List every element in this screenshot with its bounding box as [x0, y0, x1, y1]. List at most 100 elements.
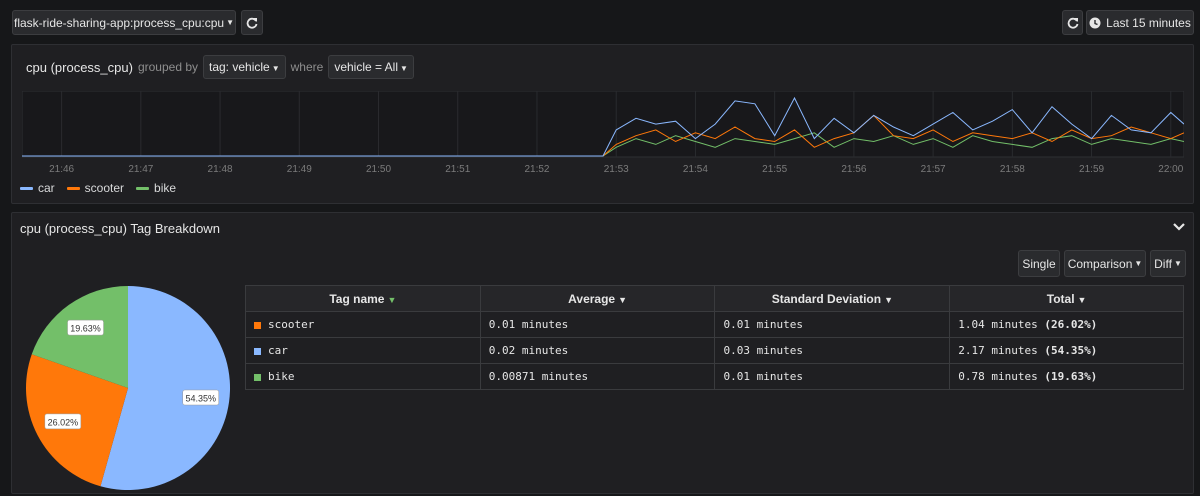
time-range-button[interactable]: Last 15 minutes: [1086, 10, 1194, 35]
tag-name: bike: [268, 370, 295, 383]
comparison-mode-button[interactable]: Comparison ▼: [1064, 250, 1146, 277]
query-row: cpu (process_cpu) grouped by tag: vehicl…: [26, 54, 414, 80]
x-tick-label: 21:48: [208, 164, 233, 175]
svg-text:26.02%: 26.02%: [48, 417, 79, 427]
tag-cell: scooter: [245, 311, 481, 338]
legend-label: car: [38, 181, 55, 195]
stddev-cell: 0.03 minutes: [714, 337, 951, 364]
total-cell: 2.17 minutes (54.35%): [949, 337, 1184, 364]
column-tag-name[interactable]: Tag name ▼: [245, 285, 481, 312]
filter-dropdown[interactable]: vehicle = All ▼: [328, 55, 414, 79]
column-total-label: Total: [1046, 291, 1075, 306]
group-tag-dropdown[interactable]: tag: vehicle ▼: [203, 55, 286, 79]
time-range-label: Last 15 minutes: [1106, 15, 1191, 30]
x-tick-label: 21:51: [445, 164, 470, 175]
chevron-down-icon[interactable]: [1173, 219, 1185, 235]
x-tick-label: 21:53: [604, 164, 629, 175]
total-value: 2.17 minutes: [958, 344, 1038, 357]
tag-cell: bike: [245, 363, 481, 390]
where-label: where: [290, 60, 324, 74]
stddev-cell: 0.01 minutes: [714, 311, 951, 338]
caret-down-icon: ▼: [1173, 259, 1182, 268]
column-average-label: Average: [568, 291, 616, 306]
group-tag-value: tag: vehicle: [209, 60, 270, 74]
x-tick-label: 21:54: [683, 164, 708, 175]
legend-item-scooter[interactable]: scooter: [66, 181, 125, 195]
x-tick-label: 21:50: [366, 164, 391, 175]
tag-name: scooter: [268, 318, 315, 331]
column-stddev-label: Standard Deviation: [771, 291, 882, 306]
legend-item-bike[interactable]: bike: [136, 181, 176, 195]
filter-value: vehicle = All: [334, 60, 399, 74]
x-tick-label: 21:46: [49, 164, 74, 175]
refresh-icon: [246, 17, 258, 29]
table-row[interactable]: car 0.02 minutes 0.03 minutes 2.17 minut…: [245, 337, 1184, 364]
bike-color-icon: [254, 373, 261, 381]
tag-breakdown-panel: cpu (process_cpu) Tag Breakdown Single C…: [11, 212, 1194, 494]
legend-label: bike: [154, 181, 177, 195]
x-tick-label: 21:56: [841, 164, 866, 175]
pie-data-label: 26.02%: [44, 413, 82, 430]
series-line-car: [22, 96, 1184, 157]
svg-text:19.63%: 19.63%: [70, 324, 101, 334]
total-value: 1.04 minutes: [958, 318, 1038, 331]
single-mode-button[interactable]: Single: [1018, 250, 1060, 277]
total-percent: (19.63%): [1044, 370, 1098, 383]
legend-swatch: [136, 186, 150, 190]
sort-down-icon: ▼: [387, 294, 397, 305]
tag-name: car: [268, 344, 288, 357]
legend-swatch: [66, 186, 80, 190]
column-stddev[interactable]: Standard Deviation ▼: [714, 285, 951, 312]
stddev-cell: 0.01 minutes: [714, 363, 951, 390]
total-cell: 1.04 minutes (26.02%): [949, 311, 1184, 338]
sort-down-icon: ▼: [1077, 294, 1087, 305]
x-tick-label: 22:00: [1158, 164, 1183, 175]
x-tick-label: 21:59: [1079, 164, 1104, 175]
average-cell: 0.02 minutes: [479, 337, 716, 364]
tag-cell: car: [245, 337, 481, 364]
sort-down-icon: ▼: [884, 294, 893, 305]
legend-label: scooter: [84, 181, 125, 195]
timeline-chart[interactable]: 21:46 21:47 21:48 21:49 21:50 21:51 21:52 21:53…: [22, 91, 1184, 191]
breakdown-title: cpu (process_cpu) Tag Breakdown: [20, 221, 220, 236]
app-selector[interactable]: flask-ride-sharing-app:process_cpu:cpu ▼: [12, 10, 236, 35]
metric-name: cpu (process_cpu): [26, 59, 133, 75]
single-label: Single: [1022, 256, 1056, 271]
legend-swatch: [20, 186, 33, 190]
top-bar: flask-ride-sharing-app:process_cpu:cpu ▼ …: [0, 0, 1200, 42]
refresh-button[interactable]: [1062, 10, 1083, 35]
total-percent: (26.02%): [1044, 318, 1098, 331]
refresh-icon: [1067, 17, 1078, 29]
svg-text:54.35%: 54.35%: [185, 394, 216, 404]
caret-down-icon: ▼: [400, 64, 408, 73]
x-tick-label: 21:52: [524, 164, 549, 175]
car-color-icon: [254, 347, 261, 355]
diff-label: Diff: [1154, 256, 1172, 271]
x-tick-label: 21:57: [921, 164, 946, 175]
pie-slice-bike: [31, 286, 128, 388]
tag-table: Tag name ▼ Average ▼ Standard Deviation ▼ T…: [245, 285, 1184, 390]
column-tag-label: Tag name: [329, 291, 385, 306]
column-total[interactable]: Total ▼: [949, 285, 1184, 312]
timeline-legend: car scooter bike: [20, 181, 176, 195]
total-cell: 0.78 minutes (19.63%): [949, 363, 1184, 390]
caret-down-icon: ▼: [226, 18, 235, 27]
table-row[interactable]: bike 0.00871 minutes 0.01 minutes 0.78 m…: [245, 363, 1184, 390]
timeline-plot-area: [22, 91, 1184, 158]
x-tick-label: 21:47: [128, 164, 153, 175]
grouped-by-label: grouped by: [137, 60, 198, 74]
caret-down-icon: ▼: [271, 64, 280, 73]
pie-chart: 54.35% 26.02% 19.63%: [25, 286, 231, 490]
average-cell: 0.01 minutes: [479, 311, 716, 338]
column-average[interactable]: Average ▼: [479, 285, 716, 312]
clock-icon: [1089, 17, 1101, 28]
x-tick-label: 21:55: [762, 164, 787, 175]
pie-slice-car: [100, 286, 231, 490]
diff-mode-button[interactable]: Diff ▼: [1150, 250, 1186, 277]
table-row[interactable]: scooter 0.01 minutes 0.01 minutes 1.04 m…: [245, 311, 1184, 338]
total-value: 0.78 minutes: [958, 370, 1038, 383]
timeline-panel: cpu (process_cpu) grouped by tag: vehicl…: [11, 44, 1194, 204]
pie-data-label: 19.63%: [67, 319, 104, 336]
legend-item-car[interactable]: car: [20, 181, 55, 195]
refresh-app-button[interactable]: [241, 10, 263, 35]
